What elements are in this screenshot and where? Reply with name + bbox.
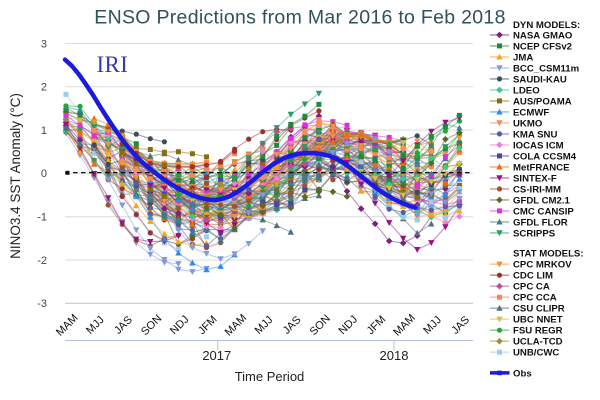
svg-text:Time Period: Time Period <box>235 369 305 384</box>
svg-text:UNB/CWC: UNB/CWC <box>513 348 559 359</box>
svg-text:CSU CLIPR: CSU CLIPR <box>513 304 565 315</box>
svg-text:-3: -3 <box>37 298 47 310</box>
svg-text:Obs: Obs <box>513 368 532 379</box>
svg-text:1: 1 <box>41 125 47 137</box>
svg-text:3: 3 <box>41 38 47 50</box>
svg-text:SINTEX-F: SINTEX-F <box>513 173 557 184</box>
svg-text:IRI: IRI <box>97 52 129 77</box>
svg-text:GFDL CM2.1: GFDL CM2.1 <box>513 195 571 206</box>
svg-text:LDEO: LDEO <box>513 85 540 96</box>
svg-text:-1: -1 <box>37 212 47 224</box>
svg-text:SAUDI-KAU: SAUDI-KAU <box>513 74 567 85</box>
svg-text:COLA CCSM4: COLA CCSM4 <box>513 151 577 162</box>
svg-text:CPC CCA: CPC CCA <box>513 293 557 304</box>
svg-text:UKMO: UKMO <box>513 118 543 129</box>
svg-text:ENSO Predictions from Mar 2016: ENSO Predictions from Mar 2016 to Feb 20… <box>94 7 505 29</box>
svg-text:GFDL FLOR: GFDL FLOR <box>513 217 568 228</box>
svg-text:KMA SNU: KMA SNU <box>513 129 557 140</box>
svg-text:IOCAS ICM: IOCAS ICM <box>513 140 564 151</box>
svg-text:CPC CA: CPC CA <box>513 282 550 293</box>
svg-text:SCRIPPS: SCRIPPS <box>513 228 556 239</box>
svg-text:MetFRANCE: MetFRANCE <box>513 162 570 173</box>
svg-text:2017: 2017 <box>202 348 231 363</box>
svg-text:0: 0 <box>41 168 47 180</box>
svg-text:STAT MODELS:: STAT MODELS: <box>513 249 584 260</box>
svg-text:NASA GMAO: NASA GMAO <box>513 30 573 41</box>
svg-text:2018: 2018 <box>380 348 409 363</box>
svg-text:2: 2 <box>41 82 47 94</box>
svg-text:CPC MRKOV: CPC MRKOV <box>513 260 572 271</box>
svg-text:CS-IRI-MM: CS-IRI-MM <box>513 184 561 195</box>
svg-text:UBC NNET: UBC NNET <box>513 315 563 326</box>
svg-text:DYN MODELS:: DYN MODELS: <box>513 20 580 31</box>
svg-text:-2: -2 <box>37 255 47 267</box>
svg-text:FSU REGR: FSU REGR <box>513 326 563 337</box>
svg-text:NINO3.4 SST Anomaly (°C): NINO3.4 SST Anomaly (°C) <box>8 93 23 259</box>
svg-text:CDC LIM: CDC LIM <box>513 271 553 282</box>
svg-text:ECMWF: ECMWF <box>513 107 549 118</box>
svg-text:CMC CANSIP: CMC CANSIP <box>513 206 574 217</box>
svg-text:BCC_CSM11m: BCC_CSM11m <box>513 63 579 74</box>
svg-text:JMA: JMA <box>513 52 533 63</box>
svg-text:NCEP CFSv2: NCEP CFSv2 <box>513 41 572 52</box>
svg-text:UCLA-TCD: UCLA-TCD <box>513 337 563 348</box>
svg-text:AUS/POAMA: AUS/POAMA <box>513 96 572 107</box>
